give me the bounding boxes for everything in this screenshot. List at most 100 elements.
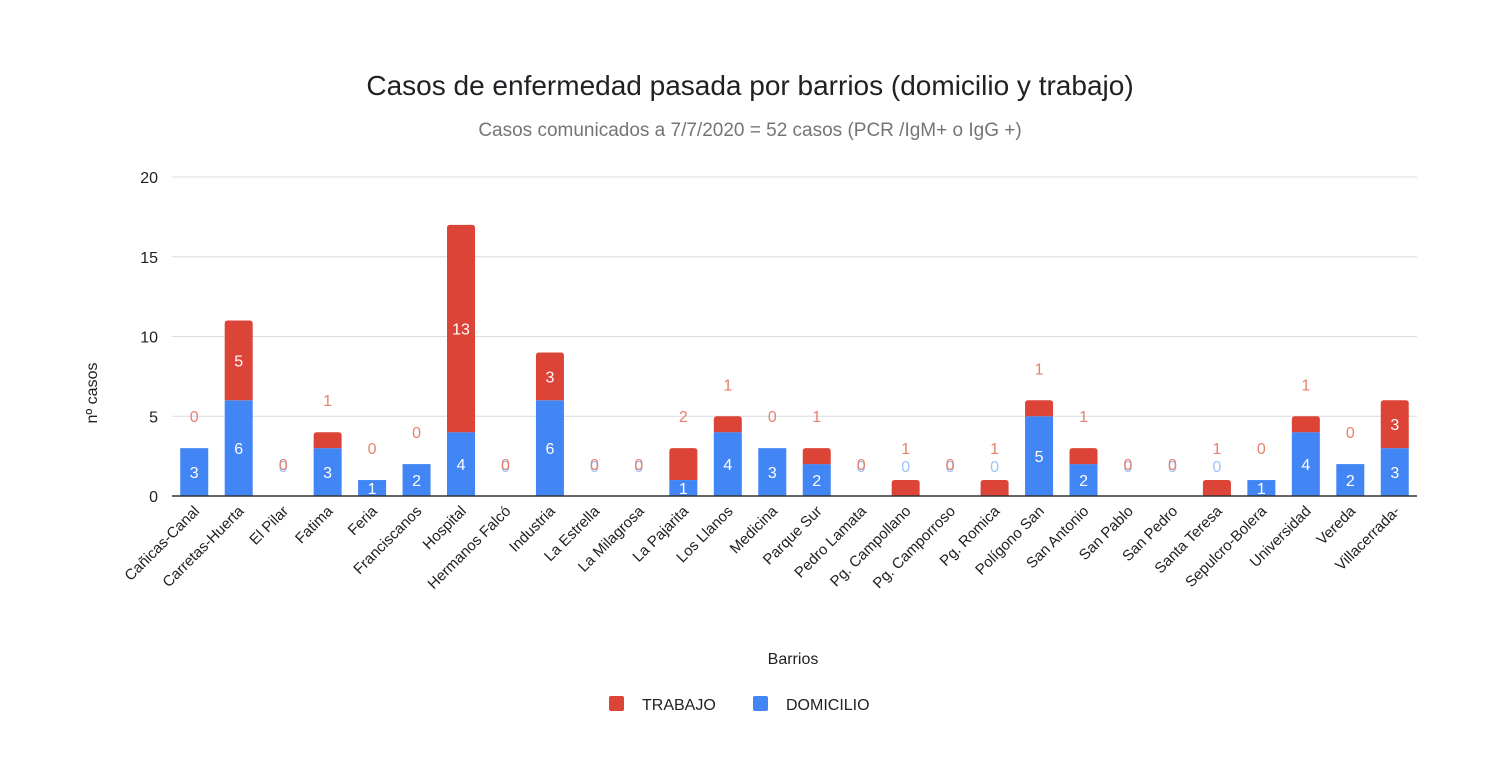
data-label-domicilio: 3 bbox=[768, 465, 777, 482]
data-label-domicilio: 3 bbox=[323, 465, 332, 482]
bar-trabajo bbox=[980, 480, 1009, 496]
bar-domicilio bbox=[713, 432, 742, 496]
data-label-trabajo: 3 bbox=[545, 369, 554, 386]
data-label-trabajo: 0 bbox=[1124, 457, 1133, 474]
bar-trabajo bbox=[802, 448, 831, 465]
bar-domicilio bbox=[447, 432, 476, 496]
x-tick-label: Carretas-Huerta bbox=[159, 502, 248, 591]
bar-domicilio bbox=[402, 464, 431, 496]
y-axis-ticks: 0 5 10 15 20 bbox=[140, 170, 158, 506]
bar-domicilio bbox=[1336, 464, 1365, 496]
data-label-trabajo: 1 bbox=[1301, 377, 1310, 394]
bar-domicilio bbox=[180, 448, 209, 496]
x-tick-label: Feria bbox=[345, 502, 382, 539]
data-label-trabajo: 0 bbox=[190, 409, 199, 426]
chart-title: Casos de enfermedad pasada por barrios (… bbox=[366, 70, 1134, 101]
x-tick-label: Fatima bbox=[292, 502, 337, 547]
bar-domicilio bbox=[669, 480, 698, 496]
y-axis-title: nº casos bbox=[84, 363, 101, 424]
legend-label-trabajo: TRABAJO bbox=[642, 697, 716, 714]
data-label-domicilio: 3 bbox=[1390, 465, 1399, 482]
bar-trabajo bbox=[1291, 416, 1320, 433]
data-label-trabajo: 1 bbox=[1079, 409, 1088, 426]
chart-subtitle: Casos comunicados a 7/7/2020 = 52 casos … bbox=[478, 120, 1022, 141]
gridlines bbox=[172, 176, 1417, 417]
bar-trabajo bbox=[224, 320, 253, 401]
data-label-trabajo: 0 bbox=[279, 457, 288, 474]
data-label-domicilio: 2 bbox=[1346, 473, 1355, 490]
bar-trabajo bbox=[1069, 448, 1098, 465]
data-label-domicilio: 0 bbox=[634, 459, 643, 476]
data-label-domicilio: 0 bbox=[901, 459, 910, 476]
bar-domicilio bbox=[758, 448, 787, 496]
y-tick-label: 15 bbox=[140, 250, 158, 267]
legend-label-domicilio: DOMICILIO bbox=[786, 697, 870, 714]
data-label-domicilio: 5 bbox=[1035, 449, 1044, 466]
data-label-trabajo: 0 bbox=[634, 457, 643, 474]
data-label-trabajo: 1 bbox=[1035, 361, 1044, 378]
data-label-domicilio: 2 bbox=[1079, 473, 1088, 490]
legend: TRABAJO DOMICILIO bbox=[609, 696, 870, 714]
bar-domicilio bbox=[802, 464, 831, 496]
data-label-domicilio: 0 bbox=[590, 459, 599, 476]
bar-trabajo bbox=[313, 432, 342, 449]
data-label-trabajo: 0 bbox=[501, 457, 510, 474]
data-label-trabajo: 0 bbox=[368, 441, 377, 458]
bars bbox=[180, 224, 1409, 496]
data-label-domicilio: 0 bbox=[1212, 459, 1221, 476]
data-label-domicilio: 4 bbox=[1301, 457, 1310, 474]
bar-trabajo bbox=[1025, 400, 1054, 417]
bar-domicilio bbox=[1069, 464, 1098, 496]
data-label-domicilio: 4 bbox=[723, 457, 732, 474]
x-tick-label: Cañicas-Canal bbox=[121, 503, 203, 585]
bar-domicilio bbox=[1291, 432, 1320, 496]
bar-domicilio bbox=[1380, 448, 1409, 496]
data-label-trabajo: 1 bbox=[812, 409, 821, 426]
data-label-trabajo: 1 bbox=[1212, 441, 1221, 458]
data-label-trabajo: 0 bbox=[857, 457, 866, 474]
data-label-trabajo: 1 bbox=[901, 441, 910, 458]
data-label-trabajo: 0 bbox=[1346, 425, 1355, 442]
x-tick-label: Pg. Campollano bbox=[827, 503, 914, 590]
data-label-trabajo: 0 bbox=[768, 409, 777, 426]
data-label-trabajo: 5 bbox=[234, 353, 243, 370]
x-tick-label: El Pilar bbox=[246, 503, 292, 549]
x-axis-title: Barrios bbox=[768, 651, 819, 668]
data-label-trabajo: 0 bbox=[590, 457, 599, 474]
data-label-domicilio: 2 bbox=[412, 473, 421, 490]
data-label-domicilio: 2 bbox=[812, 473, 821, 490]
y-tick-label: 0 bbox=[149, 489, 158, 506]
bar-trabajo bbox=[1380, 400, 1409, 449]
data-label-domicilio: 1 bbox=[1257, 481, 1266, 498]
bar-domicilio bbox=[224, 400, 253, 496]
data-label-trabajo: 0 bbox=[412, 425, 421, 442]
data-label-trabajo: 0 bbox=[1168, 457, 1177, 474]
data-label-domicilio: 0 bbox=[990, 459, 999, 476]
y-tick-label: 10 bbox=[140, 330, 158, 347]
data-label-domicilio: 4 bbox=[457, 457, 466, 474]
data-label-domicilio: 0 bbox=[1168, 459, 1177, 476]
x-tick-label: Hermanos Falcó bbox=[424, 503, 514, 593]
data-label-domicilio: 0 bbox=[501, 459, 510, 476]
bar-domicilio bbox=[313, 448, 342, 496]
bar-domicilio bbox=[1247, 480, 1276, 496]
data-label-domicilio: 6 bbox=[545, 441, 554, 458]
data-label-domicilio: 0 bbox=[857, 459, 866, 476]
bar-trabajo bbox=[713, 416, 742, 433]
y-tick-label: 5 bbox=[149, 409, 158, 426]
data-label-trabajo: 0 bbox=[1257, 441, 1266, 458]
data-label-domicilio: 1 bbox=[679, 481, 688, 498]
data-label-domicilio: 1 bbox=[368, 481, 377, 498]
data-label-trabajo: 1 bbox=[990, 441, 999, 458]
legend-swatch-domicilio bbox=[753, 696, 768, 711]
data-label-trabajo: 3 bbox=[1390, 417, 1399, 434]
bar-domicilio bbox=[358, 480, 387, 496]
bar-trabajo bbox=[669, 448, 698, 481]
legend-swatch-trabajo bbox=[609, 696, 624, 711]
data-label-trabajo: 0 bbox=[946, 457, 955, 474]
data-label-trabajo: 13 bbox=[452, 322, 470, 339]
data-label-domicilio: 0 bbox=[279, 459, 288, 476]
